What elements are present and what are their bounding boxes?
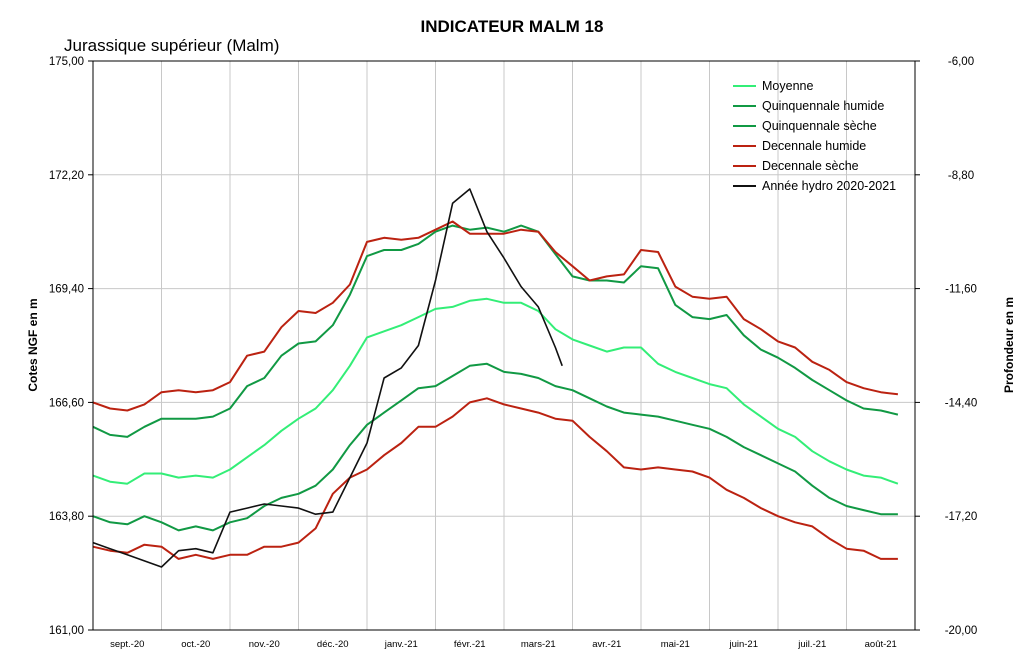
y2-tick-label: -20,00 [945,625,978,637]
x-tick-label: juin-21 [728,639,758,650]
x-tick-label: déc.-20 [317,639,349,650]
y2-tick-label: -14,40 [945,397,978,409]
x-tick-label: févr.-21 [454,639,486,650]
legend-label: Quinquennale humide [762,99,884,113]
series-layer [92,188,899,568]
legend: Moyenne Quinquennale humide Quinquennale s… [733,79,896,193]
y2-tick-label: -8,80 [948,170,974,182]
y-tick-label: 161,00 [49,625,84,637]
legend-label: Quinquennale sèche [762,119,877,133]
x-tick-label: nov.-20 [249,639,280,650]
x-tick-label: mars-21 [521,639,556,650]
series-line-decennale-s-che [92,397,898,560]
legend-label: Année hydro 2020-2021 [762,179,896,193]
series-line-decennale-humide [92,220,899,412]
series-line-quinquennale-humide [92,224,899,438]
y2-axis-label: Profondeur en m [1002,297,1016,393]
x-tick-label: juil.-21 [797,639,826,650]
y-tick-label: 175,00 [49,56,84,68]
legend-label: Decennale sèche [762,159,859,173]
legend-label: Decennale humide [762,139,866,153]
y2-tick-label: -6,00 [948,56,974,68]
chart-subtitle: Jurassique supérieur (Malm) [64,36,279,55]
x-tick-label: août-21 [865,639,897,650]
legend-label: Moyenne [762,79,813,93]
series-line-moyenne [92,297,899,485]
y-tick-label: 172,20 [49,170,84,182]
y-axis-left: 161,00 163,80 166,60 169,40 172,20 175,00 [49,56,93,637]
y2-tick-label: -11,60 [945,284,977,296]
x-tick-label: sept.-20 [110,639,144,650]
y-tick-label: 169,40 [49,284,84,296]
x-tick-label: avr.-21 [592,639,621,650]
y-tick-label: 163,80 [49,511,84,523]
x-tick-label: janv.-21 [384,639,418,650]
grid [93,61,915,630]
y2-tick-label: -17,20 [945,511,978,523]
chart-title: INDICATEUR MALM 18 [421,17,604,36]
series-line-ann-e-hydro-2020-2021 [92,188,563,568]
plot-border [92,60,916,631]
y-axis-right: -20,00 -17,20 -14,40 -11,60 -8,80 -6,00 [915,56,977,637]
x-tick-label: mai-21 [661,639,690,650]
x-tick-label: oct.-20 [181,639,210,650]
y-tick-label: 166,60 [49,397,84,409]
y-axis-label: Cotes NGF en m [26,298,40,391]
series-line-quinquennale-s-che [92,362,898,532]
x-axis: sept.-20 oct.-20 nov.-20 déc.-20 janv.-21 fév… [110,639,897,650]
